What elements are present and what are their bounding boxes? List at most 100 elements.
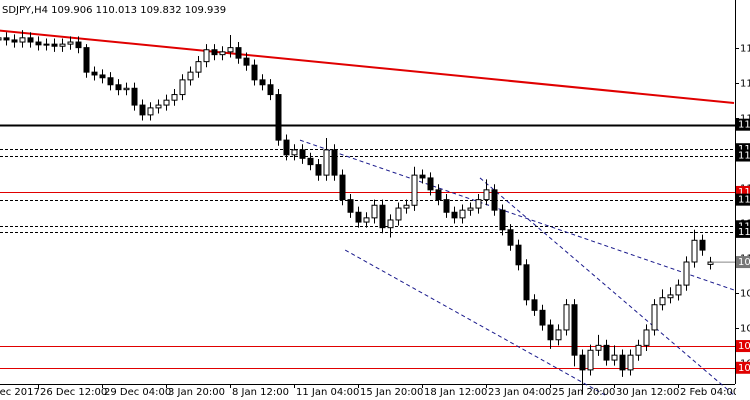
- chart-title: SDJPY,H4 109.906 110.013 109.832 109.939: [2, 5, 226, 16]
- level-tag-label: 110.370: [738, 227, 750, 238]
- candle-body: [243, 57, 250, 66]
- candle-body: [51, 43, 58, 47]
- candle-body: [555, 329, 562, 341]
- candle-body: [67, 41, 74, 45]
- candle-body: [515, 244, 522, 266]
- y-tick-label: 109.500: [740, 289, 750, 300]
- candle-body: [299, 149, 306, 159]
- level-tag-label: 110.940: [738, 187, 750, 198]
- candle-body: [355, 211, 362, 223]
- candle-body: [531, 299, 538, 311]
- candle-body: [323, 149, 330, 176]
- candle-body: [419, 174, 426, 179]
- candle-body: [619, 354, 626, 371]
- candle-body: [115, 84, 122, 91]
- candle-body: [523, 264, 530, 301]
- candle-body: [43, 43, 50, 46]
- candle-body: [547, 324, 554, 341]
- candle-body: [259, 79, 266, 86]
- last-price-tag: [736, 256, 750, 269]
- candle-body: [99, 74, 106, 79]
- candle-body: [363, 217, 370, 223]
- candle-body: [707, 261, 714, 265]
- candle-body: [427, 177, 434, 191]
- level-tag: [736, 340, 750, 353]
- candle-body: [443, 199, 450, 213]
- x-tick-label: 8 Jan 12:00: [232, 387, 289, 398]
- y-tick-label: 109.000: [740, 324, 750, 335]
- level-tag-label: 111.900: [738, 120, 750, 131]
- candle-body: [651, 304, 658, 331]
- candle-body: [627, 354, 634, 371]
- candle-body: [83, 47, 90, 73]
- candle-body: [675, 284, 682, 296]
- candle-body: [467, 207, 474, 211]
- candle-body: [603, 344, 610, 361]
- candle-body: [291, 149, 298, 156]
- candle-body: [499, 209, 506, 231]
- candle-body: [11, 39, 18, 43]
- candle-body: [491, 189, 498, 211]
- candle-body: [235, 47, 242, 59]
- candle-body: [403, 204, 410, 209]
- x-tick-label: 3 Jan 20:00: [168, 387, 225, 398]
- candle-body: [75, 41, 82, 49]
- candle-body: [339, 174, 346, 201]
- candle-body: [411, 174, 418, 206]
- candle-body: [283, 139, 290, 156]
- candle-body: [379, 204, 386, 229]
- candle-body: [275, 94, 282, 141]
- x-tick-label: 18 Jan 12:00: [424, 387, 487, 398]
- last-price-label: 109.939: [738, 257, 750, 268]
- candle-body: [203, 49, 210, 63]
- x-tick-label: 2 Feb 04:00: [680, 387, 739, 398]
- candle-body: [3, 37, 10, 41]
- candle-body: [139, 104, 146, 116]
- candle-body: [251, 64, 258, 81]
- x-tick-label: 15 Jan 20:00: [360, 387, 423, 398]
- x-tick-label: 22 Dec 2017: [0, 387, 40, 398]
- candle-body: [563, 304, 570, 331]
- level-tag: [736, 225, 750, 238]
- candle-body: [187, 71, 194, 81]
- candle-body: [611, 354, 618, 361]
- candle-body: [267, 84, 274, 96]
- candle-body: [219, 51, 226, 56]
- x-tick-label: 30 Jan 12:00: [616, 387, 679, 398]
- candle-body: [131, 87, 138, 106]
- candle-body: [123, 87, 130, 91]
- candle-body: [315, 164, 322, 176]
- x-tick-label: 29 Dec 04:00: [104, 387, 171, 398]
- level-tag-label: 111.460: [738, 151, 750, 162]
- candle-body: [307, 157, 314, 166]
- candle-body: [667, 294, 674, 299]
- candle-body: [163, 99, 170, 106]
- candle-body: [155, 104, 162, 109]
- candle-body: [459, 209, 466, 219]
- trend-line: [0, 29, 735, 104]
- candle-body: [475, 199, 482, 209]
- candle-body: [587, 349, 594, 371]
- candle-body: [643, 329, 650, 346]
- candle-body: [347, 199, 354, 213]
- x-tick-label: 26 Dec 12:00: [40, 387, 107, 398]
- candle-body: [107, 77, 114, 86]
- candle-body: [571, 304, 578, 356]
- candle-body: [211, 49, 218, 56]
- candle-body: [35, 41, 42, 46]
- candle-body: [579, 354, 586, 371]
- level-tag: [736, 193, 750, 206]
- level-tag-label: 110.830: [738, 195, 750, 206]
- candle-body: [0, 37, 2, 41]
- candle-body: [683, 261, 690, 286]
- candle-body: [27, 37, 34, 43]
- candle-body: [195, 61, 202, 73]
- candle-body: [331, 149, 338, 176]
- candle-body: [691, 239, 698, 263]
- candle-body: [395, 207, 402, 221]
- x-tick-label: 23 Jan 04:00: [488, 387, 551, 398]
- candle-body: [595, 344, 602, 351]
- candle-body: [59, 43, 66, 47]
- level-tag: [736, 361, 750, 374]
